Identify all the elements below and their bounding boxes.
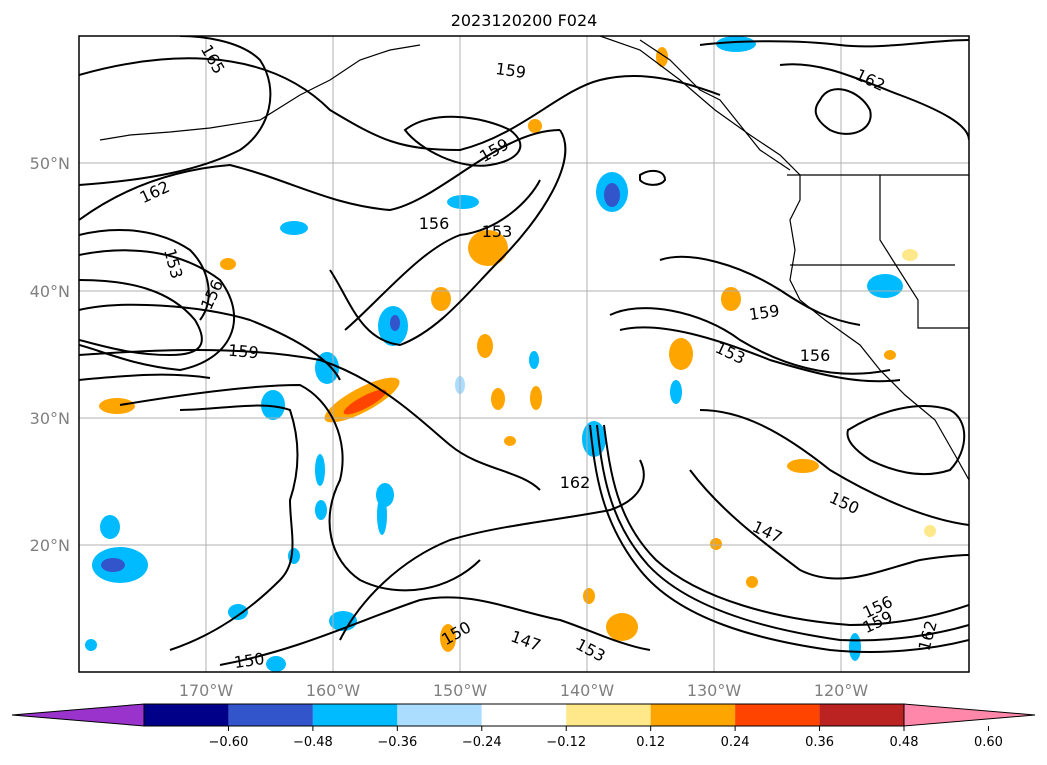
shade-patch	[606, 613, 638, 641]
shade-patch	[85, 639, 97, 651]
shade-patch	[529, 351, 539, 369]
colorbar-tick-label: −0.48	[293, 735, 333, 750]
lon-label: 170°W	[179, 681, 234, 700]
shade-patch	[530, 386, 542, 410]
shade-patch	[867, 274, 903, 298]
colorbar-tick-label: 0.36	[805, 735, 834, 750]
colorbar-frame	[143, 703, 905, 727]
contour-label: 159	[227, 341, 259, 363]
shade-patch	[849, 633, 861, 661]
shade-patch	[716, 36, 756, 52]
lon-label: 130°W	[687, 681, 742, 700]
colorbar-tick-label: 0.24	[721, 735, 750, 750]
colorbar-tick-label: 0.12	[636, 735, 665, 750]
shade-patch	[491, 388, 505, 410]
lon-label: 160°W	[306, 681, 361, 700]
colorbar-tick-label: 0.48	[890, 735, 919, 750]
contour-label: 156	[800, 346, 831, 365]
contour-label: 159	[748, 301, 781, 324]
shade-patch	[440, 624, 456, 652]
shade-patch	[228, 604, 248, 620]
colorbar-segment	[650, 704, 736, 726]
shade-patch	[315, 454, 325, 486]
shade-patch	[280, 221, 308, 235]
shade-patch	[266, 656, 286, 672]
colorbar-tick-label: 0.60	[974, 735, 1003, 750]
colorbar-extend-left	[11, 703, 145, 727]
lon-label: 140°W	[560, 681, 615, 700]
shade-patch	[902, 249, 918, 261]
colorbar-segment	[819, 704, 904, 726]
shade-patch	[583, 588, 595, 604]
colorbar-segment	[566, 704, 651, 726]
shade-patch	[220, 258, 236, 270]
colorbar-extend-right	[903, 703, 1036, 727]
lat-label: 40°N	[30, 282, 70, 301]
shade-patch	[721, 287, 741, 311]
shade-patch	[343, 389, 387, 415]
colorbar-segment	[735, 704, 820, 726]
contour-label: 159	[494, 59, 527, 82]
shade-patch	[528, 119, 542, 133]
shade-patch	[99, 398, 135, 414]
map-frame	[78, 35, 970, 673]
colorbar-tick-label: −0.36	[377, 735, 417, 750]
shade-patch	[787, 459, 819, 473]
contour-label: 150	[233, 649, 266, 672]
lat-label: 50°N	[30, 154, 70, 173]
shade-patch	[101, 558, 125, 572]
shade-patch	[746, 576, 758, 588]
shade-patch	[604, 183, 620, 207]
latitude-labels: 50°N 40°N 30°N 20°N	[30, 154, 70, 555]
shade-patch	[468, 230, 508, 266]
colorbar-segment	[481, 704, 567, 726]
colorbar-tick-label: −0.12	[546, 735, 586, 750]
lon-label: 120°W	[814, 681, 869, 700]
lat-label: 20°N	[30, 536, 70, 555]
gridlines	[79, 36, 969, 672]
shade-patch	[710, 538, 722, 550]
contour-label: 156	[419, 214, 450, 233]
contour-lines	[79, 36, 969, 666]
shade-patch	[670, 380, 682, 404]
shade-patch	[377, 495, 387, 535]
shade-patch	[924, 525, 936, 537]
shade-patch	[504, 436, 516, 446]
colorbar-tick-label: −0.24	[462, 735, 502, 750]
lat-label: 30°N	[30, 409, 70, 428]
colorbar-tick-label: −0.60	[209, 735, 249, 750]
longitude-labels: 170°W 160°W 150°W 140°W 130°W 120°W	[179, 681, 869, 700]
shade-patch	[390, 315, 400, 331]
shade-patch	[431, 287, 451, 311]
shade-patch	[884, 350, 896, 360]
coastlines	[99, 36, 969, 481]
contour-label: 162	[560, 473, 591, 492]
lon-label: 150°W	[433, 681, 488, 700]
figure-title: 2023120200 F024	[451, 11, 598, 30]
shade-patch	[100, 515, 120, 539]
map-area: 165 159 162 159 156 153 162 153 156 159 …	[79, 36, 969, 672]
contour-label: 153	[482, 222, 513, 241]
colorbar-segment	[397, 704, 482, 726]
shade-patch	[447, 195, 479, 209]
colorbar-segment	[312, 704, 398, 726]
colorbar-segment	[144, 704, 229, 726]
colorbar: −0.60 −0.48 −0.36 −0.24 −0.12 0.12 0.24 0.36 0.4…	[11, 703, 1036, 750]
shade-patch	[669, 338, 693, 370]
shade-patch	[315, 500, 327, 520]
shade-patch	[261, 390, 285, 420]
colorbar-segment	[228, 704, 313, 726]
shade-patch	[477, 334, 493, 358]
